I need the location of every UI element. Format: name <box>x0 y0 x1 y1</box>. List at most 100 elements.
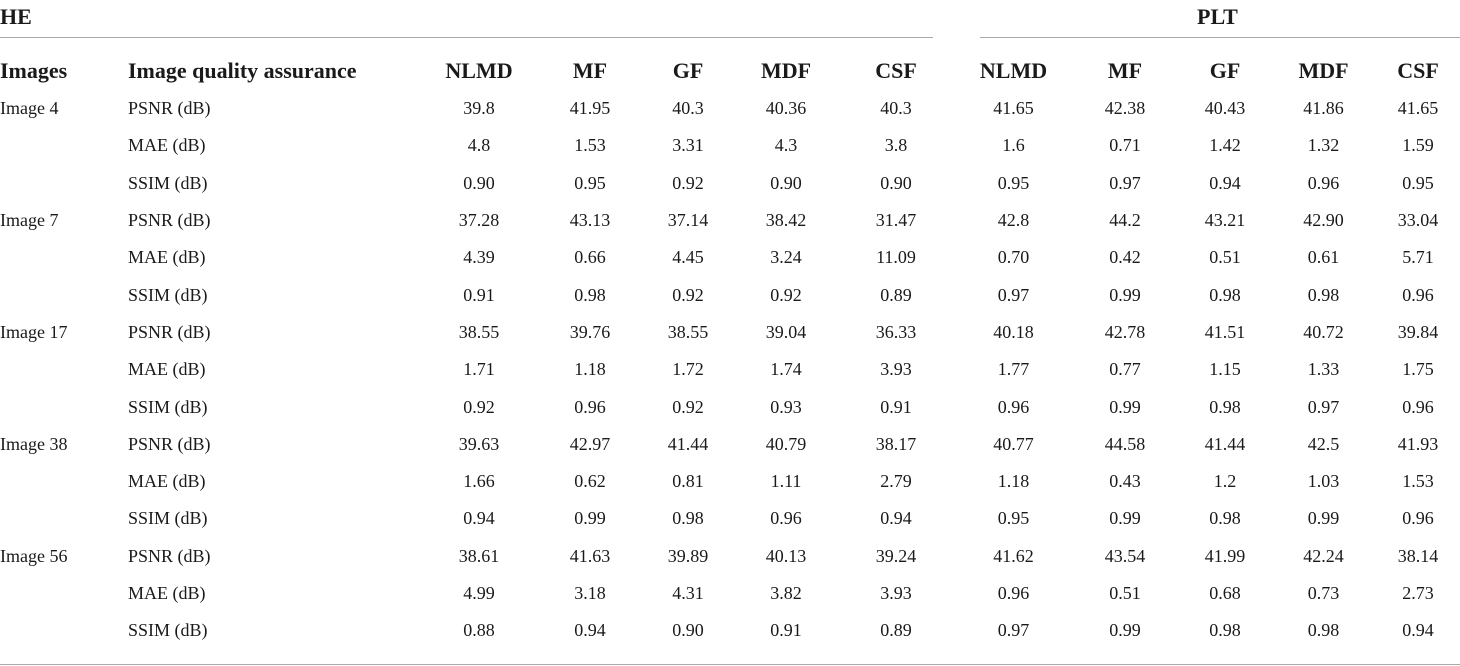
table-row: MAE (dB) 4.39 0.66 4.45 3.24 11.09 0.70 0.42 0.5… <box>0 239 1460 276</box>
cell-metric: SSIM (dB) <box>128 396 208 417</box>
cell-value: 0.99 <box>1109 284 1141 305</box>
cell-value: 0.96 <box>1307 172 1340 193</box>
table-row: Image 7 PSNR (dB) 37.28 43.13 37.14 38.42 31.4… <box>0 202 1460 239</box>
table-row: Image 56 PSNR (dB) 38.61 41.63 39.89 40.13 39.… <box>0 538 1460 575</box>
cell-value: 0.92 <box>770 284 802 305</box>
cell-value: 0.98 <box>1307 284 1340 305</box>
cell-value: 0.99 <box>1109 508 1141 529</box>
cell-value: 42.78 <box>1104 321 1146 342</box>
cell-metric: MAE (dB) <box>128 359 206 380</box>
cell-value: 42.5 <box>1307 433 1340 454</box>
cell-value: 42.8 <box>997 210 1030 231</box>
group-rule-he <box>0 37 933 38</box>
header-he-mdf: MDF <box>760 58 812 83</box>
cell-value: 3.93 <box>880 583 912 603</box>
cell-metric: SSIM (dB) <box>128 284 208 305</box>
cell-value: 3.8 <box>884 135 908 156</box>
table-row: SSIM (dB) 0.92 0.96 0.92 0.93 0.91 0.96 0.99 0.9… <box>0 388 1460 425</box>
table-row: SSIM (dB) 0.88 0.94 0.90 0.91 0.89 0.97 0.99 0.9… <box>0 612 1460 649</box>
cell-value: 42.90 <box>1303 210 1344 231</box>
cell-value: 0.91 <box>770 620 802 641</box>
cell-value: 1.33 <box>1307 359 1340 380</box>
cell-image: Image 17 <box>0 321 68 342</box>
cell-image: Image 4 <box>0 98 59 119</box>
cell-value: 40.79 <box>765 433 807 454</box>
cell-value: 0.68 <box>1209 583 1241 603</box>
cell-value: 4.99 <box>463 583 495 603</box>
cell-image <box>0 500 128 537</box>
cell-value: 41.63 <box>569 545 611 566</box>
header-plt-csf: CSF <box>1397 58 1439 83</box>
cell-value: 1.32 <box>1307 135 1340 156</box>
cell-image <box>0 239 128 276</box>
cell-value: 39.8 <box>463 98 495 119</box>
header-plt-gf: GF <box>1209 58 1241 83</box>
cell-image: Image 38 <box>0 433 68 454</box>
cell-value: 40.77 <box>993 433 1034 454</box>
cell-value: 40.3 <box>880 98 912 119</box>
cell-value: 41.65 <box>993 98 1034 119</box>
header-he-csf: CSF <box>875 58 917 83</box>
cell-value: 4.39 <box>463 247 495 268</box>
cell-value: 4.31 <box>672 583 704 603</box>
cell-metric: PSNR (dB) <box>128 433 211 454</box>
cell-value: 0.98 <box>574 284 606 305</box>
cell-value: 41.86 <box>1303 98 1344 119</box>
cell-value: 40.36 <box>765 98 807 119</box>
cell-value: 0.92 <box>672 396 704 417</box>
cell-value: 5.71 <box>1402 247 1434 268</box>
cell-value: 41.65 <box>1397 98 1439 119</box>
cell-value: 0.51 <box>1109 583 1141 603</box>
cell-value: 0.90 <box>770 172 802 193</box>
cell-value: 0.96 <box>997 583 1030 603</box>
cell-image <box>0 127 128 164</box>
cell-value: 40.72 <box>1303 321 1344 342</box>
cell-value: 0.95 <box>1402 172 1434 193</box>
cell-value: 0.94 <box>574 620 606 641</box>
cell-value: 40.18 <box>993 321 1034 342</box>
cell-value: 0.98 <box>1209 508 1241 529</box>
cell-value: 1.53 <box>1402 471 1434 492</box>
cell-value: 0.94 <box>880 508 912 529</box>
cell-value: 0.98 <box>1209 620 1241 641</box>
cell-metric: MAE (dB) <box>128 135 206 156</box>
cell-value: 0.95 <box>997 172 1030 193</box>
cell-metric: PSNR (dB) <box>128 545 211 566</box>
cell-value: 0.99 <box>1109 620 1141 641</box>
cell-value: 43.21 <box>1204 210 1246 231</box>
cell-metric: SSIM (dB) <box>128 508 208 529</box>
cell-value: 0.51 <box>1209 247 1241 268</box>
cell-value: 40.3 <box>672 98 704 119</box>
cell-value: 41.62 <box>993 545 1034 566</box>
cell-value: 0.96 <box>1402 508 1434 529</box>
cell-value: 0.89 <box>880 284 912 305</box>
table-row: MAE (dB) 1.66 0.62 0.81 1.11 2.79 1.18 0.43 1.2 1… <box>0 463 1460 500</box>
table-row: Image 38 PSNR (dB) 39.63 42.97 41.44 40.79 38.… <box>0 426 1460 463</box>
cell-value: 0.92 <box>672 172 704 193</box>
table-body: Image 4 PSNR (dB) 39.8 41.95 40.3 40.36 40.3 41… <box>0 90 1460 649</box>
cell-value: 4.3 <box>774 135 798 156</box>
cell-value: 39.89 <box>667 545 709 566</box>
cell-value: 0.96 <box>770 508 802 529</box>
header-plt-mdf: MDF <box>1298 58 1349 83</box>
cell-value: 0.71 <box>1109 135 1141 156</box>
cell-value: 41.51 <box>1204 321 1246 342</box>
cell-value: 1.53 <box>574 135 606 156</box>
cell-value: 0.91 <box>463 284 495 305</box>
cell-value: 3.18 <box>574 583 606 603</box>
cell-value: 0.94 <box>1402 620 1434 641</box>
cell-value: 0.96 <box>1402 284 1434 305</box>
cell-value: 0.95 <box>574 172 606 193</box>
table-row: MAE (dB) 1.71 1.18 1.72 1.74 3.93 1.77 0.77 1.15… <box>0 351 1460 388</box>
cell-value: 39.04 <box>765 321 807 342</box>
table-row: MAE (dB) 4.8 1.53 3.31 4.3 3.8 1.6 0.71 1.42 1.32… <box>0 127 1460 164</box>
cell-metric: MAE (dB) <box>128 247 206 268</box>
cell-value: 0.97 <box>1307 396 1340 417</box>
cell-metric: PSNR (dB) <box>128 98 211 119</box>
cell-value: 41.93 <box>1397 433 1439 454</box>
cell-value: 0.90 <box>880 172 912 193</box>
cell-metric: PSNR (dB) <box>128 210 211 231</box>
cell-value: 0.99 <box>574 508 606 529</box>
cell-value: 4.8 <box>467 135 491 156</box>
cell-metric: MAE (dB) <box>128 471 206 492</box>
